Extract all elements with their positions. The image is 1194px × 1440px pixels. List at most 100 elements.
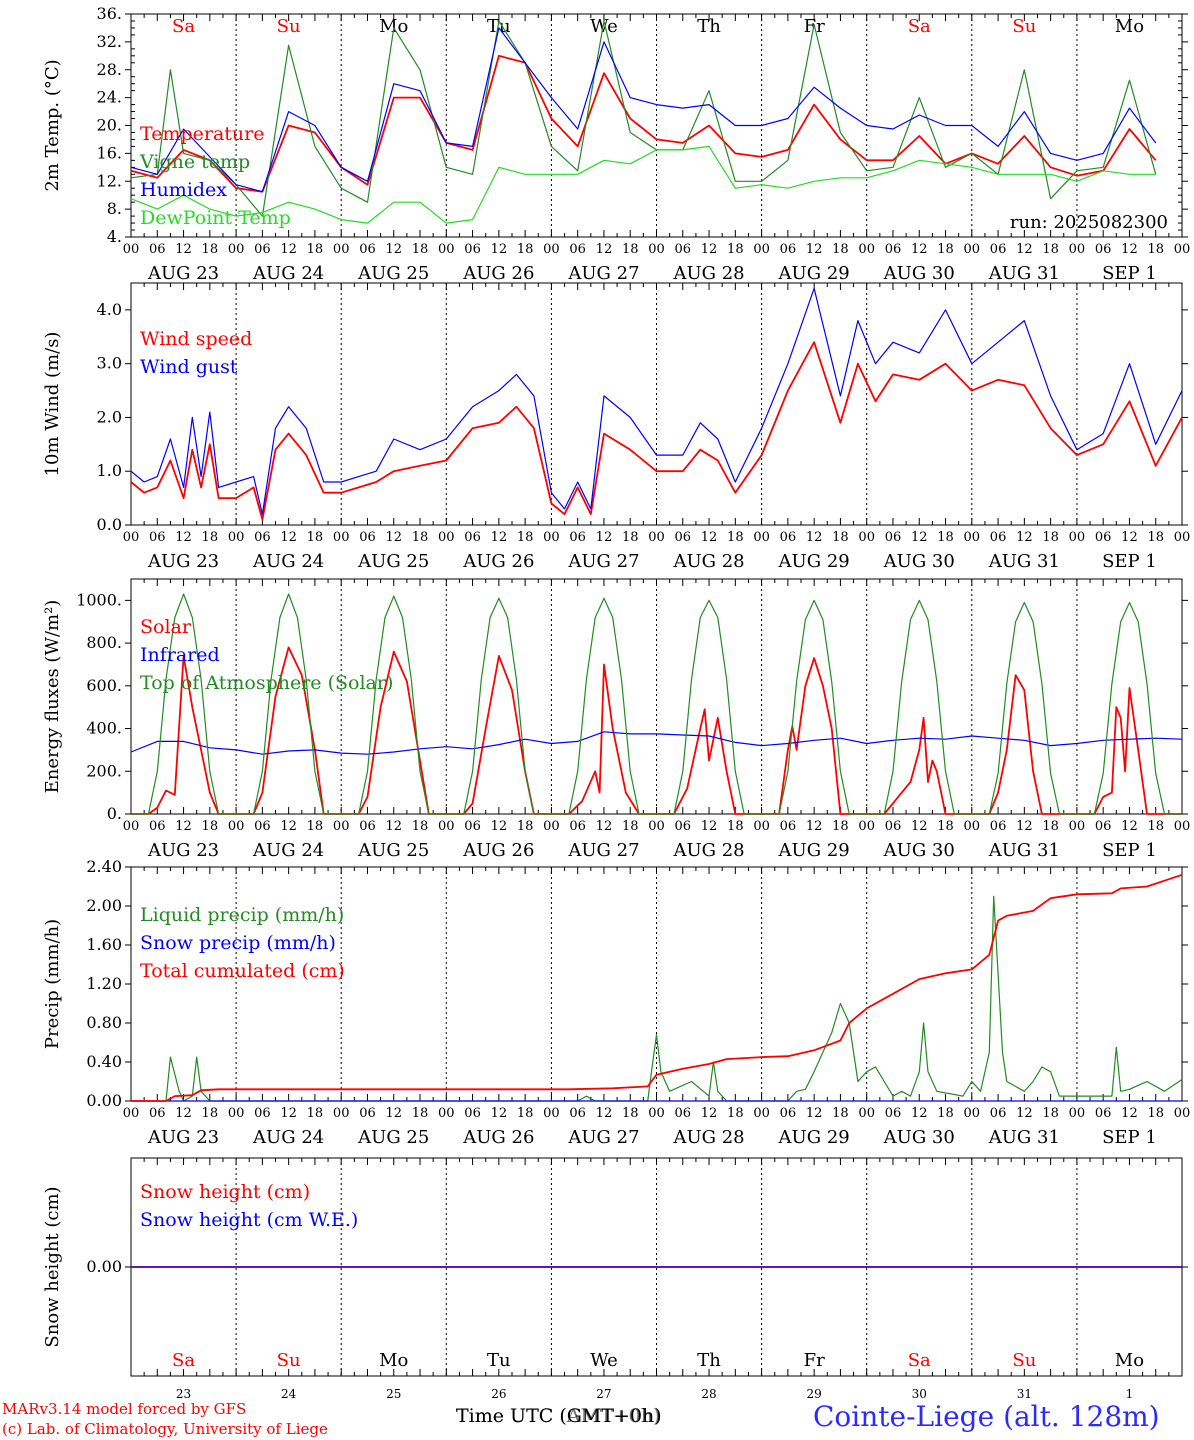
hour-tick-label: 18 [517,242,534,257]
date-label: SEP 1 [1102,840,1157,861]
date-label: AUG 27 [567,1127,639,1148]
hour-tick-label: 06 [569,530,586,545]
hour-tick-label: 00 [858,819,875,834]
hour-tick-label: 18 [1042,242,1059,257]
y-tick-label: 1.60 [86,935,122,954]
hour-tick-label: 06 [1095,242,1112,257]
hour-tick-label: 06 [359,819,376,834]
day-number-label: 24 [281,1387,297,1401]
hour-tick-label: 06 [149,530,166,545]
hour-tick-label: 00 [333,1106,350,1121]
hour-tick-label: 00 [123,242,140,257]
hour-tick-label: 12 [491,819,508,834]
date-label: AUG 31 [988,840,1060,861]
day-number-label: 1 [1126,1387,1134,1401]
hour-tick-label: 18 [727,819,744,834]
y-tick-label: 0. [107,804,122,823]
y-tick-label: 600. [86,676,122,695]
date-label: AUG 31 [988,551,1060,572]
date-label: AUG 30 [883,551,955,572]
hour-tick-label: 06 [780,530,797,545]
hour-tick-label: 18 [202,1106,219,1121]
hour-tick-label: 00 [648,530,665,545]
date-label: AUG 27 [567,840,639,861]
legend-entry: Total cumulated (cm) [140,960,345,982]
hour-tick-label: 00 [1174,819,1191,834]
y-tick-label: 2.0 [97,407,122,426]
hour-tick-label: 00 [123,819,140,834]
date-label: AUG 25 [357,840,429,861]
date-label: AUG 27 [567,551,639,572]
day-number-label: 30 [912,1387,927,1401]
hour-tick-label: 12 [1016,819,1033,834]
x-axis-time-label-a: Time UTC (GMT+0h) [456,1405,662,1427]
date-label: AUG 30 [883,263,955,284]
hour-tick-label: 00 [648,819,665,834]
hour-tick-label: 12 [280,819,297,834]
y-tick-label: 1.0 [97,461,122,480]
date-label: AUG 28 [672,1127,744,1148]
hour-tick-label: 12 [280,1106,297,1121]
footer-credit-model: MARv3.14 model forced by GFS [2,1400,247,1418]
hour-tick-label: 18 [307,1106,324,1121]
hour-tick-label: 00 [438,530,455,545]
hour-tick-label: 00 [123,1106,140,1121]
series-line-liquid-precip-mm-h- [131,895,1183,1102]
hour-tick-label: 06 [254,1106,271,1121]
hour-tick-label: 00 [543,242,560,257]
date-label: AUG 24 [252,840,324,861]
y-tick-label: 4.0 [97,300,122,319]
hour-tick-label: 06 [780,819,797,834]
hour-tick-label: 06 [990,242,1007,257]
y-tick-label: 0.80 [86,1013,122,1032]
hour-tick-label: 06 [990,530,1007,545]
hour-tick-label: 12 [1121,530,1138,545]
hour-tick-label: 00 [228,242,245,257]
weekday-label: Th [697,16,721,37]
date-label: AUG 26 [462,1127,534,1148]
date-label: AUG 29 [778,1127,850,1148]
hour-tick-label: 00 [438,1106,455,1121]
weekday-label: Mo [379,16,408,37]
hour-tick-label: 00 [753,530,770,545]
hour-tick-label: 18 [727,242,744,257]
legend-entry: Liquid precip (mm/h) [140,904,344,926]
y-axis-label: Snow height (cm) [42,1186,63,1347]
hour-tick-label: 12 [911,819,928,834]
weekday-label: Su [277,1350,301,1371]
hour-tick-label: 18 [622,819,639,834]
hour-tick-label: 06 [675,530,692,545]
y-axis-label: Precip (mm/h) [42,919,63,1049]
series-line-wind-gust [130,287,1183,515]
hour-tick-label: 00 [228,1106,245,1121]
hour-tick-label: 00 [438,242,455,257]
hour-tick-label: 12 [806,530,823,545]
hour-tick-label: 12 [596,1106,613,1121]
hour-tick-label: 18 [937,1106,954,1121]
y-tick-label: 800. [86,633,122,652]
hour-tick-label: 12 [175,819,192,834]
hour-tick-label: 06 [885,819,902,834]
hour-tick-label: 06 [359,242,376,257]
hour-tick-label: 06 [675,1106,692,1121]
legend-entry: DewPoint Temp [140,207,291,229]
day-number-label: 26 [491,1387,506,1401]
legend-entry: Solar [140,616,192,638]
series-line-temperature [130,54,1157,193]
hour-tick-label: 12 [385,1106,402,1121]
weekday-label: Sa [172,1350,195,1371]
hour-tick-label: 18 [832,530,849,545]
hour-tick-label: 06 [359,530,376,545]
hour-tick-label: 18 [307,242,324,257]
hour-tick-label: 00 [648,1106,665,1121]
hour-tick-label: 12 [1016,242,1033,257]
hour-tick-label: 12 [701,1106,718,1121]
legend-entry: Snow height (cm W.E.) [140,1209,358,1231]
hour-tick-label: 12 [911,530,928,545]
hour-tick-label: 06 [885,1106,902,1121]
hour-tick-label: 00 [858,242,875,257]
date-label: AUG 24 [252,551,324,572]
hour-tick-label: 00 [964,1106,981,1121]
date-label: AUG 23 [147,840,219,861]
hour-tick-label: 06 [885,530,902,545]
